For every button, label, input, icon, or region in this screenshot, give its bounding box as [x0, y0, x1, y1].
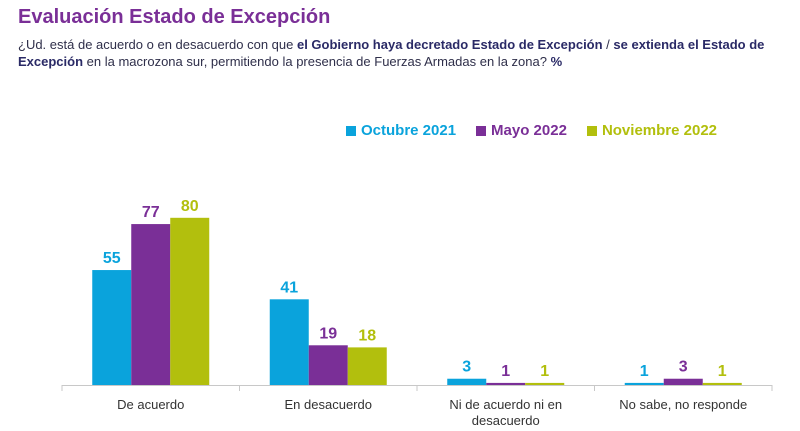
category-label: De acuerdo [117, 397, 184, 412]
question-part: % [550, 54, 563, 69]
legend-item: Noviembre 2022 [586, 122, 718, 139]
legend-swatch [586, 125, 597, 136]
legend-item: Octubre 2021 [346, 122, 456, 139]
data-label: 41 [280, 279, 298, 296]
bar [486, 382, 526, 385]
bar [170, 217, 210, 385]
legend-item: Mayo 2022 [476, 122, 567, 139]
chart-legend: Octubre 2021 Mayo 2022 Noviembre 2022 [346, 122, 717, 139]
bar [702, 382, 742, 385]
data-label: 80 [181, 198, 199, 215]
bar [624, 382, 664, 385]
bar [347, 347, 387, 385]
data-label: 55 [103, 250, 121, 267]
question-part: ¿Ud. está de acuerdo o en desacuerdo con… [18, 37, 297, 52]
legend-swatch [346, 125, 356, 136]
bar [269, 299, 309, 385]
data-label: 3 [462, 359, 471, 376]
bar [92, 270, 132, 385]
page-title: Evaluación Estado de Excepción [18, 6, 331, 28]
data-label: 1 [501, 363, 510, 380]
bar [525, 382, 565, 385]
question-part: el Gobierno haya decretado Estado de Exc… [296, 37, 603, 52]
chart-question: ¿Ud. está de acuerdo o en desacuerdo con… [18, 36, 793, 70]
data-label: 18 [358, 327, 376, 344]
bar [308, 345, 348, 385]
data-label: 1 [540, 363, 549, 380]
legend-label: Octubre 2021 [361, 122, 457, 139]
data-label: 3 [679, 359, 688, 376]
question-part: / [602, 37, 614, 52]
legend-swatch [476, 125, 487, 136]
legend-label: Mayo 2022 [491, 122, 567, 139]
data-label: 1 [718, 363, 727, 380]
bar [131, 224, 171, 385]
data-label: 19 [319, 325, 337, 342]
question-part: se extienda el Estado de Excepción [18, 37, 765, 69]
legend-label: Noviembre 2022 [601, 122, 718, 139]
category-label: No sabe, no responde [619, 397, 747, 412]
bar [447, 378, 487, 385]
category-label: En desacuerdo [285, 397, 372, 412]
category-label: Ni de acuerdo ni en desacuerdo [449, 397, 562, 428]
question-part: en la macrozona sur, permitiendo la pres… [83, 54, 551, 69]
data-label: 1 [640, 363, 649, 380]
data-label: 77 [142, 204, 160, 221]
bar [663, 378, 703, 385]
